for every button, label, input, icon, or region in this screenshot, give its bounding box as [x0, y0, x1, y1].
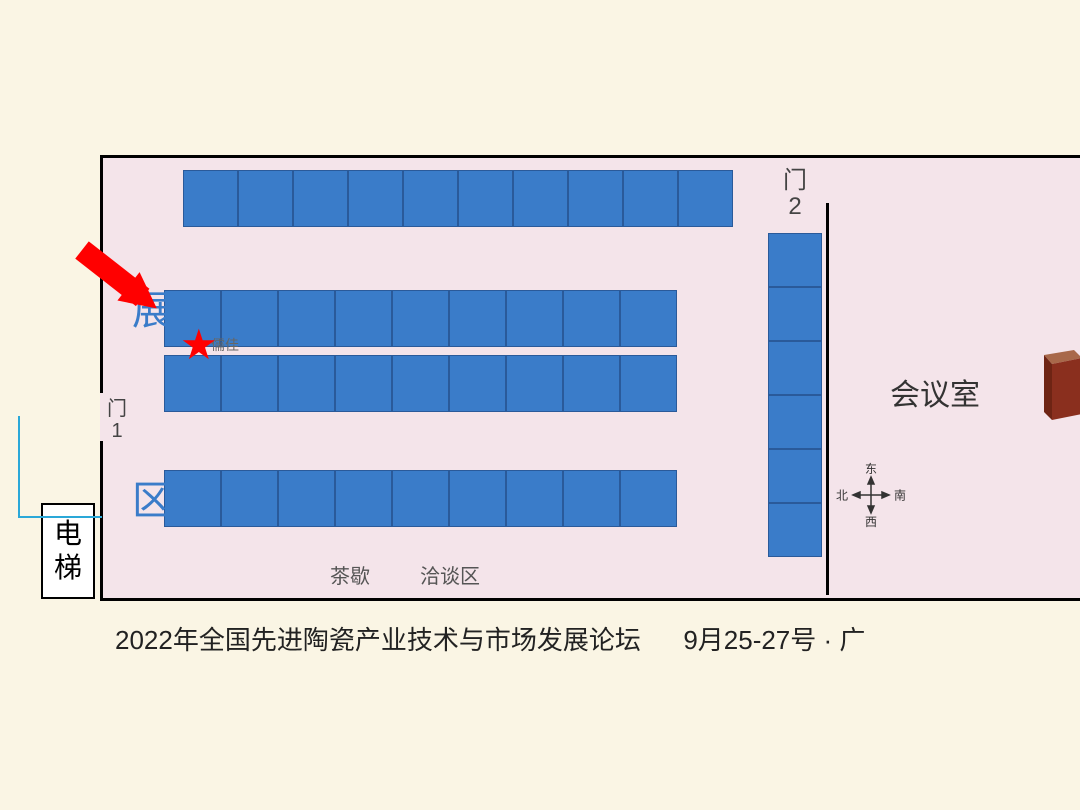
- booth: [513, 170, 568, 227]
- booth: [768, 449, 822, 503]
- caption-text: 2022年全国先进陶瓷产业技术与市场发展论坛 9月25-27号 · 广: [115, 620, 865, 657]
- booth: [563, 470, 620, 527]
- door-1-char: 门: [103, 398, 131, 420]
- booth: [563, 290, 620, 347]
- door-2-label: 门 2: [775, 168, 815, 221]
- caption-date: 9月25-27号 · 广: [683, 625, 865, 655]
- booth: [506, 355, 563, 412]
- booth: [335, 290, 392, 347]
- booth: [449, 290, 506, 347]
- door-1-num: 1: [103, 420, 131, 442]
- booth: [278, 470, 335, 527]
- compass-north: 北: [836, 487, 848, 504]
- floor-plan-stage: { "layout": { "background_color": "#faf5…: [0, 0, 1080, 810]
- booth: [768, 341, 822, 395]
- booth: [620, 355, 677, 412]
- booth: [293, 170, 348, 227]
- negotiation-label: 洽谈区: [420, 560, 480, 589]
- booth: [768, 395, 822, 449]
- compass-icon: 东 北 南 西: [836, 460, 906, 530]
- booth: [278, 290, 335, 347]
- booth: [620, 290, 677, 347]
- booth: [678, 170, 733, 227]
- booth: [348, 170, 403, 227]
- tea-break-label: 茶歇: [330, 560, 370, 589]
- booth: [183, 170, 238, 227]
- compass-south: 南: [894, 487, 906, 504]
- booth: [403, 170, 458, 227]
- booth: [449, 355, 506, 412]
- booth: [392, 355, 449, 412]
- booth: [506, 470, 563, 527]
- podium-icon: [1044, 340, 1080, 435]
- booth: [768, 287, 822, 341]
- booth: [458, 170, 513, 227]
- arrow-marker-icon: [72, 240, 212, 380]
- booth: [278, 355, 335, 412]
- caption-main: 2022年全国先进陶瓷产业技术与市场发展论坛: [115, 625, 641, 655]
- booth: [392, 290, 449, 347]
- door-2-char: 门: [775, 168, 815, 194]
- booth: [768, 503, 822, 557]
- door-1-label: 门 1: [103, 398, 131, 442]
- meeting-room-label: 会议室: [890, 370, 980, 414]
- booth: [623, 170, 678, 227]
- door-2-num: 2: [775, 194, 815, 220]
- compass-arrows-icon: [851, 475, 891, 515]
- elevator-label: 电梯: [54, 517, 82, 584]
- booth: [335, 355, 392, 412]
- inner-wall-door2-gap: [826, 158, 829, 203]
- booth: [392, 470, 449, 527]
- booth: [568, 170, 623, 227]
- booth: [164, 470, 221, 527]
- booth: [620, 470, 677, 527]
- door1-opening: [100, 393, 103, 441]
- compass-west: 西: [865, 513, 877, 530]
- booth: [449, 470, 506, 527]
- booth: [506, 290, 563, 347]
- booth: [335, 470, 392, 527]
- podium-svg: [1044, 340, 1080, 430]
- booth: [238, 170, 293, 227]
- exhibit-label-bottom: 区: [132, 468, 172, 526]
- booth: [768, 233, 822, 287]
- booth: [221, 355, 278, 412]
- entry-path-line: [18, 416, 102, 518]
- booth: [563, 355, 620, 412]
- inner-wall: [826, 155, 829, 595]
- booth: [221, 470, 278, 527]
